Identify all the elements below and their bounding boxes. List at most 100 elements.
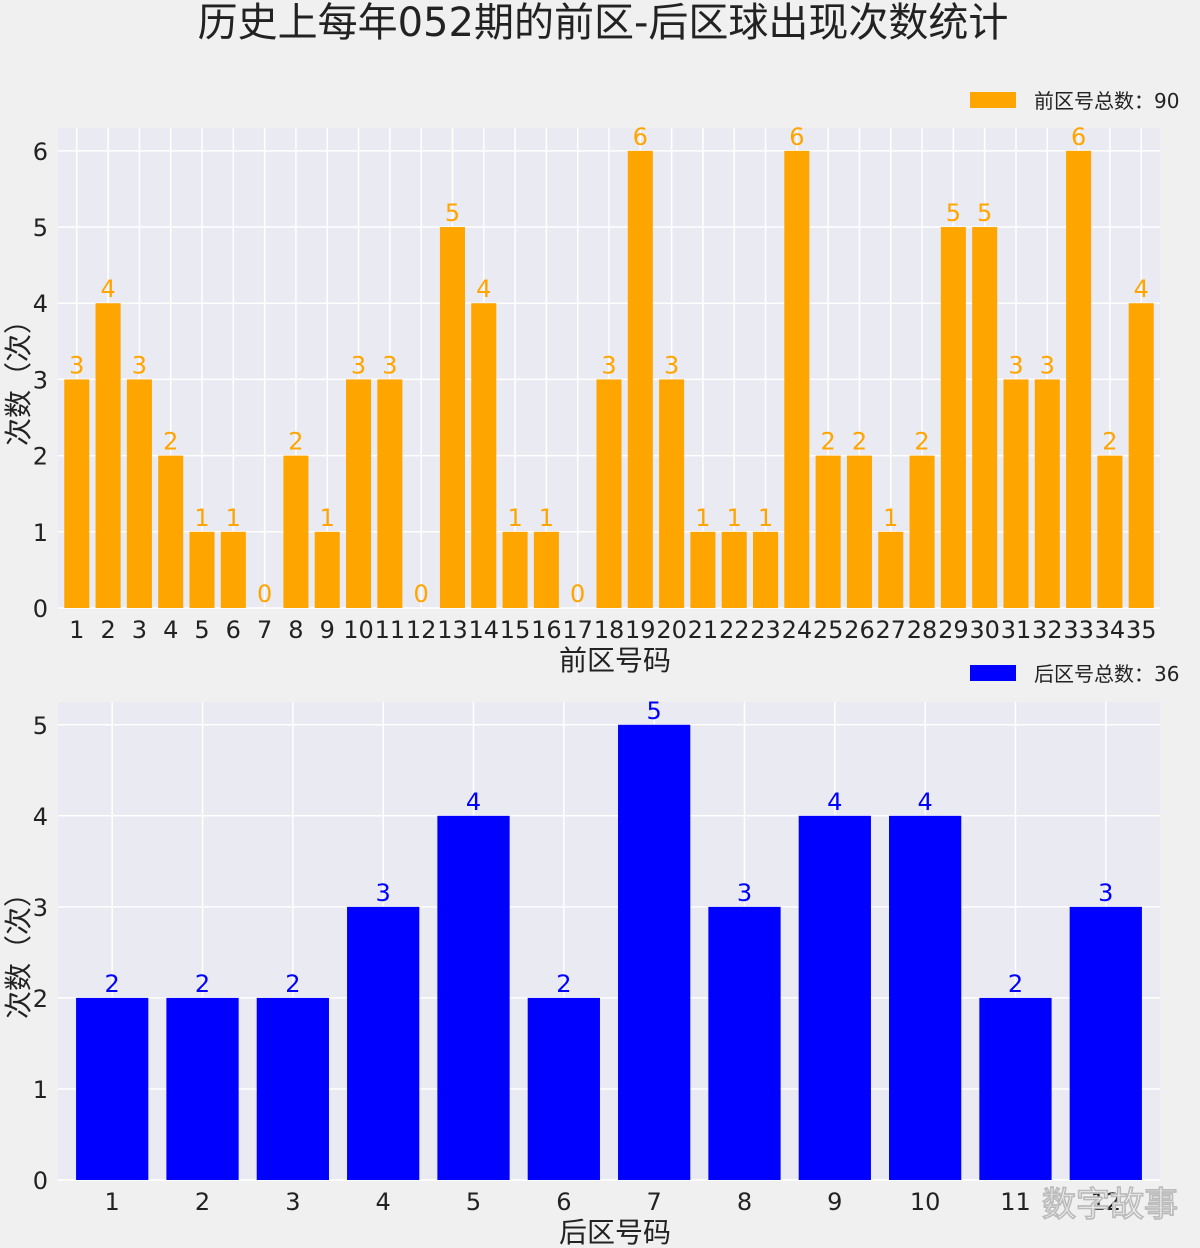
x-tick-label: 12 <box>1091 1188 1122 1216</box>
y-tick-label: 3 <box>33 894 48 922</box>
x-tick-label: 3 <box>132 616 147 644</box>
y-axis-label: 次数（次） <box>2 306 35 446</box>
x-tick-label: 34 <box>1095 616 1126 644</box>
y-tick-label: 5 <box>33 214 48 242</box>
bar <box>1003 379 1029 608</box>
x-tick-label: 8 <box>288 616 303 644</box>
y-tick-label: 6 <box>33 138 48 166</box>
bar <box>64 379 90 608</box>
bar <box>659 379 685 608</box>
plot-background <box>58 702 1160 1180</box>
bar-value-label: 5 <box>445 199 460 227</box>
bar-value-label: 3 <box>351 351 366 379</box>
y-tick-label: 4 <box>33 290 48 318</box>
bar <box>95 303 121 608</box>
x-tick-label: 22 <box>719 616 750 644</box>
y-tick-label: 1 <box>33 1076 48 1104</box>
x-tick-label: 2 <box>100 616 115 644</box>
watermark-text: 数字故事 <box>1042 1185 1178 1225</box>
x-tick-label: 19 <box>625 616 656 644</box>
x-tick-label: 35 <box>1126 616 1157 644</box>
legend-label: 前区号总数：90 <box>1034 89 1179 113</box>
bar-value-label: 4 <box>466 788 481 816</box>
x-tick-label: 31 <box>1001 616 1032 644</box>
bar <box>126 379 152 608</box>
x-tick-label: 4 <box>376 1188 391 1216</box>
bar <box>377 379 403 608</box>
bar <box>753 531 779 608</box>
y-axis-label: 次数（次） <box>2 879 35 1019</box>
y-tick-label: 0 <box>33 595 48 623</box>
x-tick-label: 8 <box>737 1188 752 1216</box>
legend-swatch <box>970 665 1016 681</box>
bar <box>346 379 372 608</box>
y-tick-label: 2 <box>33 443 48 471</box>
bar <box>889 815 962 1180</box>
x-tick-label: 2 <box>195 1188 210 1216</box>
bar-value-label: 3 <box>382 351 397 379</box>
bar-value-label: 2 <box>1008 970 1023 998</box>
bar-value-label: 5 <box>946 199 961 227</box>
bar <box>283 455 309 608</box>
x-tick-label: 5 <box>194 616 209 644</box>
bar-value-label: 3 <box>737 879 752 907</box>
x-tick-label: 16 <box>531 616 562 644</box>
legend-label: 后区号总数：36 <box>1034 662 1179 686</box>
bar-value-label: 2 <box>195 970 210 998</box>
bar-value-label: 3 <box>1098 879 1113 907</box>
x-tick-label: 21 <box>688 616 719 644</box>
x-tick-label: 7 <box>257 616 272 644</box>
x-tick-label: 25 <box>813 616 844 644</box>
y-tick-label: 2 <box>33 985 48 1013</box>
bar-value-label: 2 <box>852 428 867 456</box>
x-tick-label: 17 <box>562 616 593 644</box>
bar-value-label: 2 <box>556 970 571 998</box>
bar-value-label: 0 <box>414 580 429 608</box>
bar-value-label: 4 <box>476 275 491 303</box>
bar <box>979 997 1052 1180</box>
bar-value-label: 2 <box>914 428 929 456</box>
y-tick-label: 5 <box>33 712 48 740</box>
bar <box>471 303 497 608</box>
bar <box>527 997 600 1180</box>
bar <box>1066 150 1092 608</box>
bar-value-label: 1 <box>727 504 742 532</box>
bar <box>1069 906 1142 1180</box>
x-tick-label: 29 <box>938 616 969 644</box>
x-tick-label: 15 <box>500 616 531 644</box>
bar <box>798 815 871 1180</box>
bar-value-label: 4 <box>918 788 933 816</box>
x-axis-label: 前区号码 <box>559 644 671 677</box>
bar <box>618 724 691 1180</box>
x-tick-label: 26 <box>844 616 875 644</box>
bar-value-label: 1 <box>883 504 898 532</box>
bar <box>189 531 215 608</box>
bar-value-label: 2 <box>288 428 303 456</box>
x-tick-label: 10 <box>343 616 374 644</box>
bar <box>439 227 465 609</box>
bar-value-label: 0 <box>570 580 585 608</box>
x-tick-label: 9 <box>827 1188 842 1216</box>
bar <box>909 455 935 608</box>
bar <box>627 150 653 608</box>
chart-title: 历史上每年052期的前区-后区球出现次数统计 <box>198 0 1009 46</box>
bar <box>708 906 781 1180</box>
bar <box>256 997 329 1180</box>
x-tick-label: 6 <box>556 1188 571 1216</box>
bar <box>846 455 872 608</box>
x-tick-label: 18 <box>594 616 625 644</box>
y-tick-label: 3 <box>33 366 48 394</box>
bar-value-label: 0 <box>257 580 272 608</box>
x-tick-label: 14 <box>468 616 499 644</box>
x-tick-label: 12 <box>406 616 437 644</box>
x-tick-label: 9 <box>320 616 335 644</box>
bar-value-label: 2 <box>285 970 300 998</box>
bar <box>596 379 622 608</box>
bar <box>502 531 528 608</box>
bar <box>1034 379 1060 608</box>
x-tick-label: 3 <box>285 1188 300 1216</box>
x-tick-label: 10 <box>910 1188 941 1216</box>
x-tick-label: 32 <box>1032 616 1063 644</box>
bar-value-label: 4 <box>827 788 842 816</box>
bar <box>1097 455 1123 608</box>
